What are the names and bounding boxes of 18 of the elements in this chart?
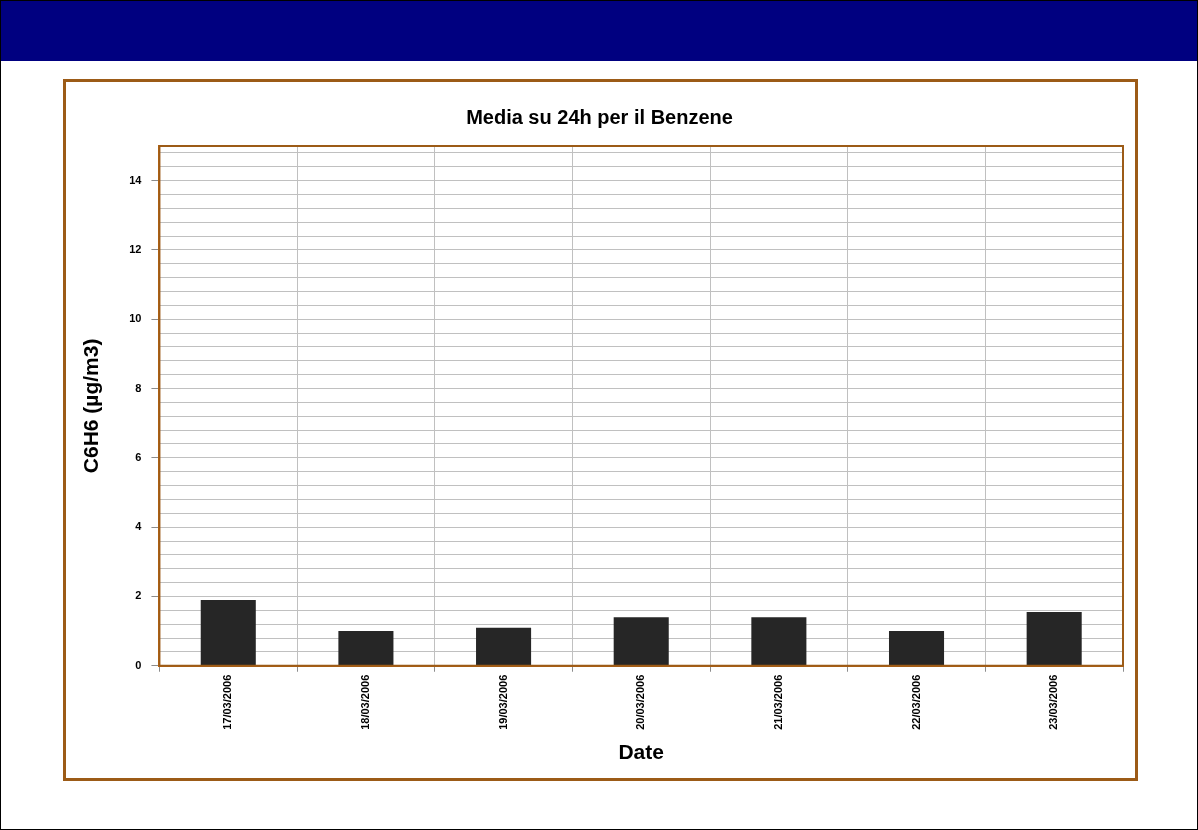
y-tick-label: 14: [129, 173, 143, 186]
x-tick-label: 17/03/2006: [221, 674, 234, 730]
y-tick-label: 12: [129, 242, 142, 255]
x-tick-label: 19/03/2006: [496, 674, 509, 730]
chart-title: Media su 24h per il Benzene: [466, 105, 733, 128]
x-tick-label: 23/03/2006: [1047, 674, 1060, 730]
y-tick-label: 10: [129, 312, 142, 325]
x-tick-label: 20/03/2006: [634, 674, 647, 730]
x-tick-label: 18/03/2006: [358, 674, 371, 730]
x-axis-title: Date: [618, 740, 664, 764]
y-tick-label: 4: [135, 520, 143, 533]
y-tick-label: 8: [135, 381, 142, 394]
y-axis-title: C6H6 (µg/m3): [79, 338, 103, 474]
y-tick-label: 0: [135, 658, 142, 671]
x-tick-label: 21/03/2006: [771, 674, 784, 730]
y-tick-label: 2: [135, 589, 142, 602]
y-tick-label: 6: [135, 450, 142, 463]
x-tick-label: 22/03/2006: [909, 674, 922, 730]
